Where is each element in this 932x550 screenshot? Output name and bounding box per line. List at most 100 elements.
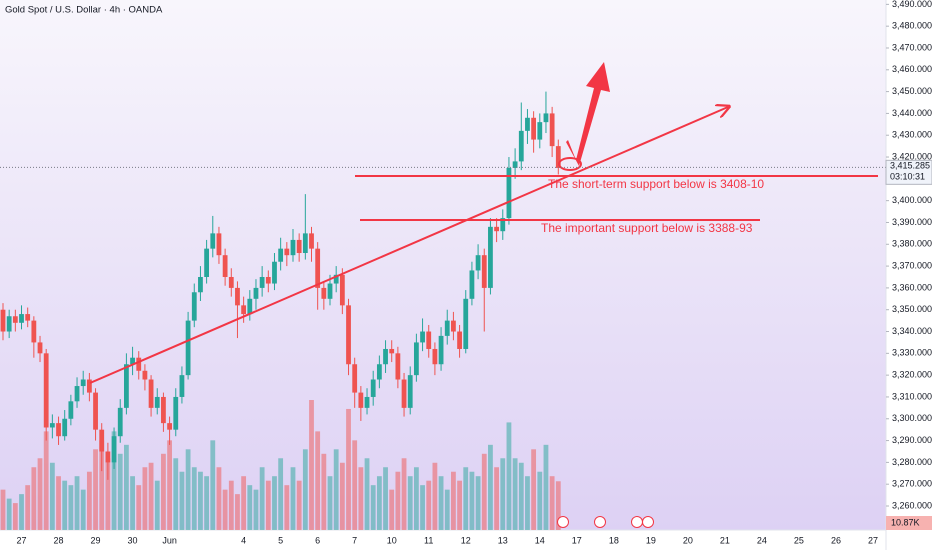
volume-bar: [148, 462, 154, 530]
y-tick-label: 3,260.000: [892, 500, 932, 510]
volume-bar: [531, 449, 537, 530]
volume-bar: [555, 481, 561, 530]
volume-bar: [198, 471, 203, 530]
candle-body: [148, 379, 154, 408]
volume-bar: [216, 467, 222, 530]
candle-layer: [0, 91, 561, 480]
x-tick-label: 29: [91, 535, 101, 545]
candle-body: [204, 248, 210, 277]
candle-body: [117, 407, 123, 437]
candle-body: [130, 357, 135, 365]
volume-bar: [469, 471, 475, 530]
candle-body: [74, 386, 80, 402]
y-tick-label: 3,320.000: [892, 370, 932, 380]
y-tick-label: 3,490.000: [892, 0, 932, 9]
x-tick-label: 18: [609, 535, 619, 545]
volume-bar: [253, 489, 259, 530]
x-tick-label: 4: [241, 535, 246, 545]
volume-bar: [525, 476, 530, 530]
candle-body: [284, 248, 290, 256]
y-tick-label: 3,400.000: [892, 195, 932, 205]
volume-bar: [0, 489, 6, 530]
candle-body: [407, 375, 413, 408]
candle-body: [253, 287, 259, 299]
volume-bar: [302, 449, 308, 530]
volume-bar: [457, 480, 462, 530]
candle-body: [438, 335, 444, 365]
candle-body: [302, 233, 308, 254]
candle-body: [426, 331, 432, 349]
volume-bar: [543, 444, 549, 530]
price-label-box: [885, 159, 932, 185]
volume-bar: [389, 489, 395, 530]
candle-body: [235, 287, 240, 306]
candle-body: [62, 418, 68, 437]
icon: [594, 516, 606, 528]
candle-body: [481, 255, 487, 288]
volume-bar: [383, 467, 388, 530]
volume-bar: [309, 400, 314, 530]
candle-body: [543, 113, 549, 123]
volume-bar: [413, 467, 419, 530]
candle-body: [290, 239, 296, 256]
x-tick-label: 27: [868, 535, 878, 545]
candle-body: [56, 423, 61, 437]
volume-bar: [222, 489, 228, 530]
volume-layer: [0, 400, 561, 530]
candle-body: [358, 392, 364, 408]
candle-body: [49, 423, 55, 428]
volume-bar: [185, 449, 191, 530]
volume-bar: [518, 462, 524, 530]
candle-body: [389, 348, 395, 354]
volume-bar: [321, 453, 327, 530]
volume-bar: [451, 471, 456, 530]
y-tick-label: 3,290.000: [892, 435, 932, 445]
event-icons: [557, 516, 654, 528]
volume-bar: [407, 476, 413, 530]
candle-body: [68, 401, 74, 419]
volume-bar: [179, 471, 185, 530]
y-tick-label: 3,430.000: [892, 130, 932, 140]
volume-bar: [204, 476, 210, 530]
candle-body: [136, 357, 142, 371]
volume-bar: [124, 444, 129, 530]
candle-body: [549, 113, 555, 147]
up-arrow: [566, 62, 610, 166]
volume-bar: [463, 467, 469, 530]
candle-body: [475, 255, 481, 271]
candle-body: [265, 276, 271, 284]
x-tick-label: Jun: [162, 535, 177, 545]
volume-label-box: [886, 516, 932, 530]
volume-label: 10.87K: [891, 517, 920, 527]
x-tick-label: 11: [424, 535, 433, 545]
y-tick-label: 3,350.000: [892, 304, 932, 314]
annotation: The short-term support below is 3408-10: [548, 177, 764, 191]
volume-bar: [364, 458, 370, 530]
volume-bar: [191, 467, 197, 530]
circle-mark: [558, 157, 582, 171]
current-price-label: 3,415.285: [890, 161, 930, 171]
candle-body: [99, 429, 105, 452]
candle-body: [451, 320, 456, 332]
x-tick-label: 13: [498, 535, 508, 545]
candle-body: [173, 396, 179, 430]
candle-body: [272, 261, 277, 284]
volume-bar: [31, 467, 37, 530]
candle-body: [19, 314, 24, 323]
volume-bar: [370, 485, 376, 530]
volume-bar: [315, 431, 321, 530]
candle-body: [401, 379, 407, 408]
candle-body: [346, 305, 351, 365]
candle-body: [339, 274, 345, 306]
volume-bar: [154, 480, 160, 530]
x-tick-label: 17: [572, 535, 582, 545]
volume-bar: [272, 476, 277, 530]
candle-body: [228, 276, 234, 288]
volume-bar: [49, 462, 55, 530]
volume-bar: [488, 444, 493, 530]
candle-body: [161, 396, 166, 424]
candle-body: [321, 287, 327, 299]
candle-body: [185, 320, 191, 376]
volume-bar: [117, 453, 123, 530]
candle-body: [278, 248, 284, 262]
